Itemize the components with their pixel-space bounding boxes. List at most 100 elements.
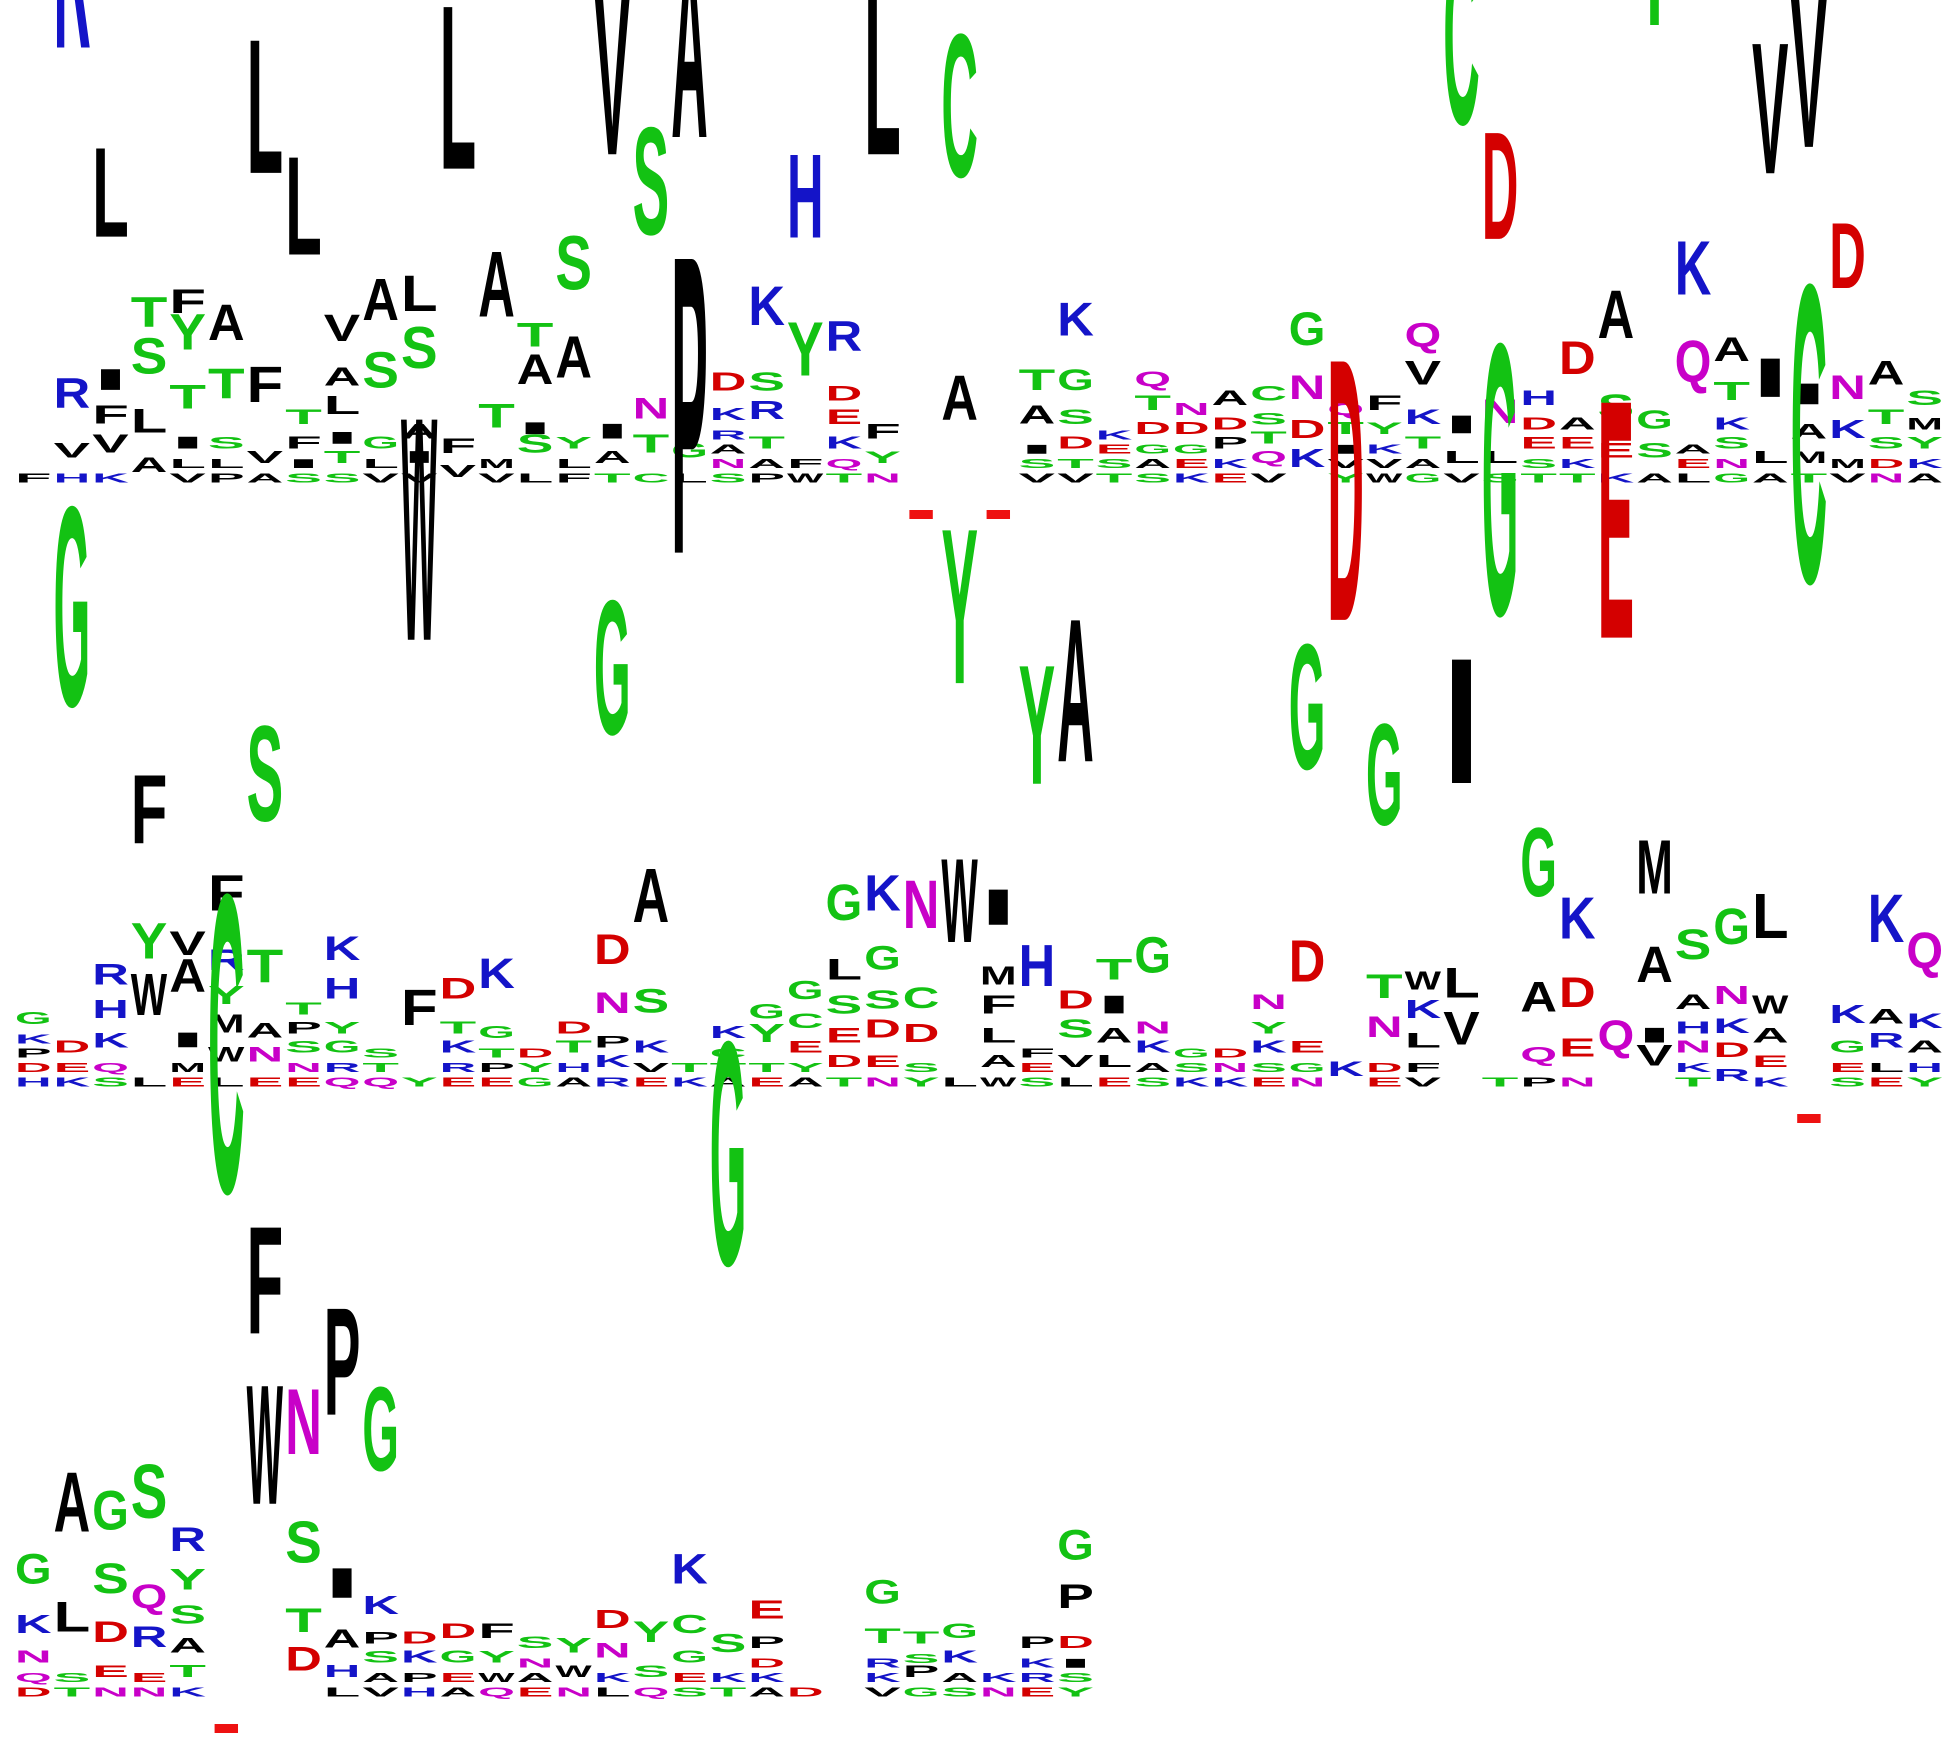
residue-letter: G	[1289, 302, 1326, 355]
residue-letter: D	[1173, 419, 1210, 438]
logo-column: L WYF	[131, 755, 168, 1089]
residue-letter: A	[169, 1634, 206, 1658]
residue-letter: E	[1366, 1075, 1403, 1089]
residue-letter: E	[1019, 1061, 1056, 1075]
logo-column: L WY	[941, 484, 978, 1089]
residue-letter: V	[401, 471, 438, 485]
residue-letter: S	[517, 430, 554, 459]
residue-letter: G	[748, 999, 785, 1023]
residue-letter: K	[1327, 1057, 1364, 1081]
residue-letter: E	[54, 1061, 91, 1075]
residue-letter: D	[710, 367, 747, 396]
residue-letter: E	[787, 1037, 824, 1056]
residue-letter: R	[748, 396, 785, 425]
residue-letter: C	[941, 0, 978, 220]
residue-letter: D	[401, 1628, 438, 1647]
logo-column: NWY	[555, 1633, 592, 1699]
residue-letter: L	[1868, 1061, 1905, 1075]
residue-letter: D	[748, 1656, 785, 1670]
residue-letter: Q	[324, 1075, 361, 1089]
residue-letter: L	[401, 265, 438, 322]
residue-letter: K	[1829, 1000, 1866, 1029]
residue-letter: R	[92, 957, 129, 991]
residue-letter: G	[362, 1364, 399, 1497]
residue-letter: H	[15, 1075, 52, 1089]
residue-letter: M	[1906, 415, 1943, 434]
residue-letter: P	[748, 471, 785, 485]
residue-letter: S	[1636, 438, 1673, 462]
residue-letter: I	[594, 419, 631, 443]
residue-letter: T	[1134, 390, 1171, 414]
residue-letter: G	[1289, 1061, 1326, 1075]
residue-letter: P	[478, 1061, 515, 1075]
residue-letter: K	[478, 950, 515, 997]
residue-letter: K	[169, 1685, 206, 1699]
residue-letter: A	[247, 1019, 284, 1043]
residue-letter: T	[903, 1628, 940, 1647]
residue-letter: E	[478, 1075, 515, 1089]
residue-letter: P	[748, 1633, 785, 1652]
residue-letter: A	[941, 363, 978, 434]
residue-letter: Y	[478, 1647, 515, 1666]
residue-letter: N	[980, 1685, 1017, 1699]
residue-letter: F	[980, 990, 1017, 1019]
residue-letter: F	[15, 471, 52, 485]
residue-letter: P	[208, 471, 245, 485]
residue-letter: G	[478, 1023, 515, 1042]
residue-letter: N	[1366, 1010, 1403, 1044]
logo-column: VF L	[440, 0, 477, 481]
residue-letter: A	[1868, 1005, 1905, 1029]
residue-letter: I	[401, 447, 438, 466]
residue-letter: K	[710, 1023, 747, 1042]
residue-letter: C	[903, 0, 940, 81]
residue-letter: N	[1675, 1038, 1712, 1057]
residue-letter: E	[748, 1075, 785, 1089]
residue-letter: N	[517, 1656, 554, 1670]
residue-letter: K	[1366, 442, 1403, 456]
logo-column: PQA G	[1520, 808, 1557, 1089]
residue-letter: L	[671, 471, 708, 485]
residue-letter: G	[54, 449, 91, 767]
residue-letter: S	[362, 1647, 399, 1666]
logo-column: TS LA	[54, 1454, 91, 1700]
residue-letter: W	[1752, 990, 1789, 1019]
residue-letter: A	[401, 420, 438, 444]
residue-letter: P	[15, 1046, 52, 1060]
residue-letter: S	[633, 1661, 670, 1680]
residue-letter: T	[1096, 953, 1133, 986]
residue-letter: G	[864, 1573, 901, 1611]
residue-letter: E	[864, 1051, 901, 1070]
residue-letter: K	[864, 1671, 901, 1685]
residue-letter: A	[1559, 414, 1596, 433]
residue-letter: E	[1520, 433, 1557, 452]
residue-letter: R	[131, 1620, 168, 1654]
residue-letter: G	[903, 1685, 940, 1699]
residue-letter: E	[1019, 1685, 1056, 1699]
residue-letter: Y	[401, 1075, 438, 1089]
residue-letter: Y	[787, 1061, 824, 1075]
residue-letter: A	[787, 1075, 824, 1089]
residue-letter: R	[1019, 1671, 1056, 1685]
residue-letter: V	[169, 924, 206, 962]
logo-column: WF	[247, 1194, 284, 1541]
residue-letter: F	[131, 755, 168, 865]
residue-letter: S	[1057, 405, 1094, 429]
residue-letter: V	[1405, 1075, 1442, 1089]
residue-letter: E	[1173, 457, 1210, 471]
residue-letter: C	[633, 471, 670, 485]
residue-letter: R	[169, 1521, 206, 1559]
residue-letter: D	[517, 1046, 554, 1060]
residue-letter: E	[1829, 1061, 1866, 1075]
residue-letter: N	[1134, 1018, 1171, 1037]
residue-letter: M	[1636, 825, 1673, 911]
